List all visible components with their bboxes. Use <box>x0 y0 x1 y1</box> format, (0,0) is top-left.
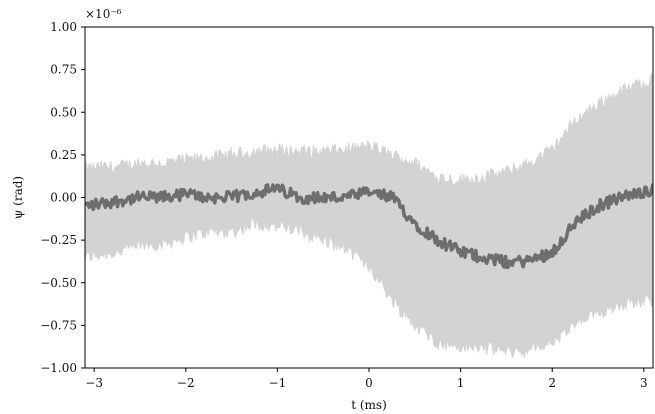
y-tick-label: 0.25 <box>50 148 77 162</box>
x-tick-label: 3 <box>640 376 648 390</box>
y-tick-label: −0.50 <box>40 276 77 290</box>
x-axis-ticks: −3 −2 −1 0 1 2 3 <box>85 368 648 390</box>
y-tick-label: −0.25 <box>40 233 77 247</box>
y-tick-label: 0.00 <box>50 191 77 205</box>
plot-frame <box>84 26 654 369</box>
x-tick-label: 0 <box>365 376 373 390</box>
mean-series-line <box>85 183 653 270</box>
y-tick-label: −1.00 <box>40 361 77 375</box>
x-tick-label: −2 <box>177 376 195 390</box>
confidence-band <box>85 72 653 359</box>
x-tick-label: 2 <box>548 376 556 390</box>
y-tick-label: 0.50 <box>50 105 77 119</box>
plot-area <box>85 72 653 359</box>
x-tick-label: 1 <box>457 376 465 390</box>
y-tick-label: 1.00 <box>50 20 77 34</box>
x-axis-label: t (ms) <box>351 398 387 412</box>
y-axis-label: ψ (rad) <box>11 176 25 219</box>
y-tick-label: 0.75 <box>50 63 77 77</box>
x-tick-label: −3 <box>85 376 103 390</box>
y-axis-ticks: −1.00 −0.75 −0.50 −0.25 0.00 0.25 0.50 0.75 1.00 <box>40 20 85 375</box>
y-axis-scale-label: ×10⁻⁶ <box>85 7 122 21</box>
x-tick-label: −1 <box>269 376 287 390</box>
y-tick-label: −0.75 <box>40 318 77 332</box>
